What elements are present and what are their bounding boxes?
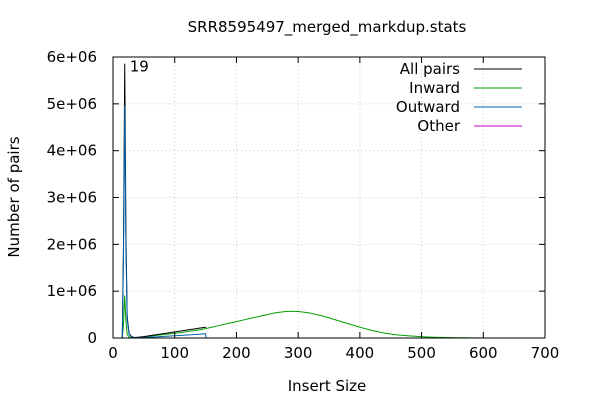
chart-title: SRR8595497_merged_markdup.stats — [188, 18, 467, 37]
series-line-inward — [121, 295, 484, 339]
peak-annotation: 19 — [130, 58, 149, 76]
y-tick-label: 0 — [87, 329, 97, 347]
series-line-outward — [121, 105, 207, 339]
y-tick-label: 5e+06 — [47, 95, 97, 113]
ticks-layer: 0 100 200 300 400 500 600 700 0 1e+06 2e+06 3e+06 4e… — [47, 48, 560, 362]
x-tick-label: 0 — [108, 344, 118, 362]
series-line-all-pairs — [121, 63, 207, 339]
legend-label: Other — [417, 117, 460, 135]
y-tick-label: 2e+06 — [47, 235, 97, 253]
x-tick-label: 500 — [407, 344, 436, 362]
grid-layer — [113, 57, 545, 338]
x-tick-label: 300 — [284, 344, 313, 362]
legend-label: All pairs — [400, 60, 460, 78]
x-tick-label: 100 — [160, 344, 189, 362]
y-tick-label: 4e+06 — [47, 142, 97, 160]
legend-label: Outward — [396, 98, 460, 116]
y-axis-label: Number of pairs — [5, 136, 23, 257]
x-tick-label: 600 — [469, 344, 498, 362]
x-axis-label: Insert Size — [288, 377, 367, 395]
x-tick-label: 700 — [531, 344, 560, 362]
y-tick-label: 6e+06 — [47, 48, 97, 66]
x-tick-label: 400 — [346, 344, 375, 362]
annotation-layer: 19 — [130, 58, 149, 76]
x-tick-label: 200 — [222, 344, 251, 362]
legend-label: Inward — [409, 79, 460, 97]
y-tick-label: 1e+06 — [47, 282, 97, 300]
y-tick-label: 3e+06 — [47, 189, 97, 207]
